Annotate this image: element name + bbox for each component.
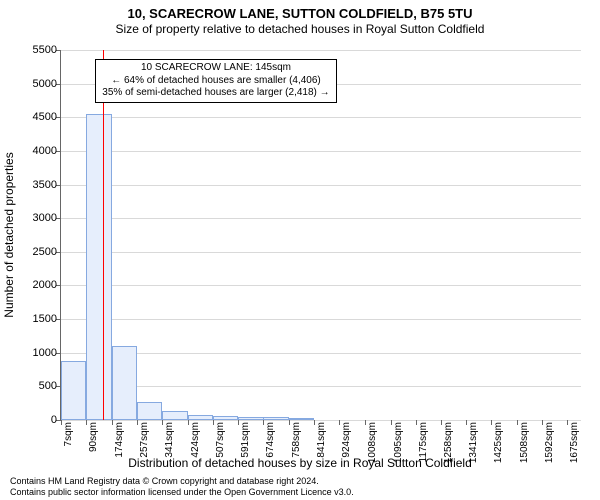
xtick-mark: [188, 420, 189, 425]
property-marker-line: [103, 50, 104, 420]
gridline: [61, 319, 581, 320]
x-axis-label: Distribution of detached houses by size …: [0, 456, 600, 470]
bar: [61, 361, 86, 420]
xtick-mark: [441, 420, 442, 425]
bar: [238, 417, 263, 420]
ytick-label: 2000: [33, 279, 61, 291]
bar: [213, 416, 238, 420]
xtick-mark: [466, 420, 467, 425]
annotation-line-1: 10 SCARECROW LANE: 145sqm: [102, 62, 329, 75]
xtick-label: 507sqm: [215, 422, 226, 458]
xtick-label: 924sqm: [341, 422, 352, 458]
xtick-mark: [365, 420, 366, 425]
xtick-label: 7sqm: [63, 422, 74, 446]
bar: [289, 418, 314, 420]
page-title: 10, SCARECROW LANE, SUTTON COLDFIELD, B7…: [0, 0, 600, 21]
bar: [188, 415, 213, 420]
ytick-label: 0: [51, 414, 61, 426]
xtick-label: 257sqm: [139, 422, 150, 458]
xtick-label: 591sqm: [240, 422, 251, 458]
xtick-label: 674sqm: [265, 422, 276, 458]
ytick-label: 1500: [33, 313, 61, 325]
ytick-label: 4500: [33, 111, 61, 123]
gridline: [61, 252, 581, 253]
xtick-mark: [314, 420, 315, 425]
bar: [263, 417, 288, 420]
annotation-box: 10 SCARECROW LANE: 145sqm← 64% of detach…: [95, 59, 336, 103]
y-axis-label: Number of detached properties: [2, 152, 16, 317]
annotation-line-3: 35% of semi-detached houses are larger (…: [102, 87, 329, 100]
footer-attribution: Contains HM Land Registry data © Crown c…: [10, 476, 354, 498]
xtick-mark: [517, 420, 518, 425]
footer-line-2: Contains public sector information licen…: [10, 487, 354, 498]
gridline: [61, 117, 581, 118]
footer-line-1: Contains HM Land Registry data © Crown c…: [10, 476, 354, 487]
xtick-mark: [61, 420, 62, 425]
ytick-label: 5000: [33, 78, 61, 90]
xtick-label: 90sqm: [88, 422, 99, 452]
bar: [112, 346, 137, 420]
ytick-label: 5500: [33, 44, 61, 56]
gridline: [61, 420, 581, 421]
gridline: [61, 285, 581, 286]
page-subtitle: Size of property relative to detached ho…: [0, 21, 600, 36]
ytick-label: 500: [39, 380, 61, 392]
gridline: [61, 218, 581, 219]
gridline: [61, 50, 581, 51]
ytick-label: 4000: [33, 145, 61, 157]
xtick-label: 424sqm: [190, 422, 201, 458]
ytick-label: 2500: [33, 246, 61, 258]
xtick-label: 758sqm: [291, 422, 302, 458]
xtick-mark: [416, 420, 417, 425]
bar: [137, 402, 162, 420]
gridline: [61, 151, 581, 152]
xtick-label: 841sqm: [316, 422, 327, 458]
annotation-line-2: ← 64% of detached houses are smaller (4,…: [102, 75, 329, 88]
xtick-label: 174sqm: [114, 422, 125, 458]
ytick-label: 3000: [33, 212, 61, 224]
gridline: [61, 353, 581, 354]
xtick-mark: [137, 420, 138, 425]
plot-area: 0500100015002000250030003500400045005000…: [60, 50, 581, 421]
xtick-mark: [289, 420, 290, 425]
xtick-mark: [112, 420, 113, 425]
ytick-label: 3500: [33, 179, 61, 191]
gridline: [61, 386, 581, 387]
chart-container: 10, SCARECROW LANE, SUTTON COLDFIELD, B7…: [0, 0, 600, 500]
bar: [86, 114, 111, 420]
bar: [162, 411, 187, 420]
gridline: [61, 185, 581, 186]
xtick-mark: [213, 420, 214, 425]
xtick-mark: [542, 420, 543, 425]
ytick-label: 1000: [33, 347, 61, 359]
xtick-label: 341sqm: [164, 422, 175, 458]
